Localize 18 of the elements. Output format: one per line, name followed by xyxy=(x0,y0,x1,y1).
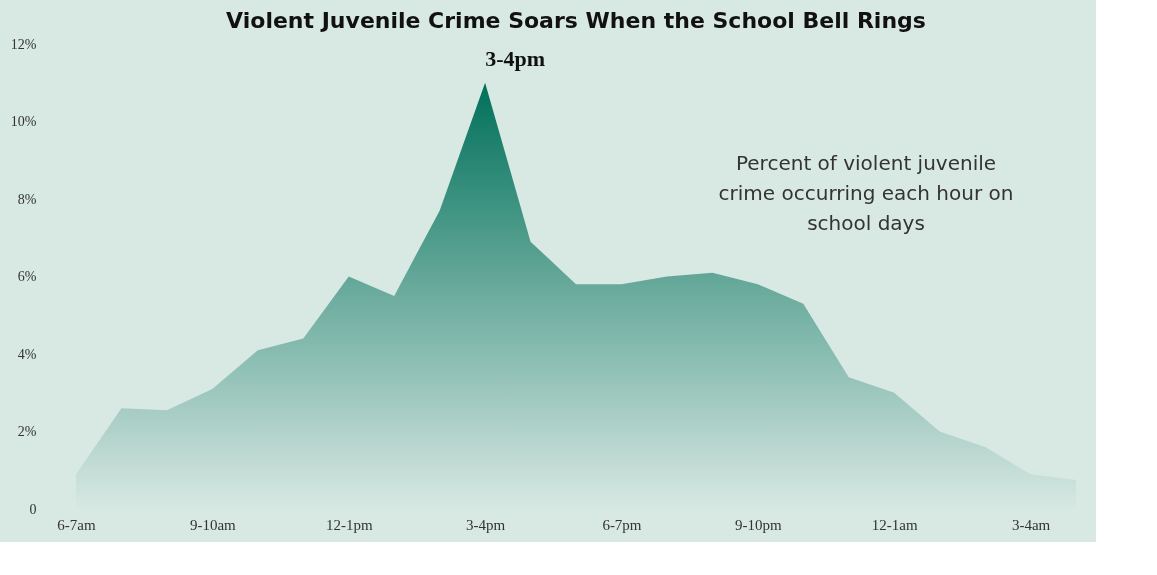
x-tick-label: 9-10am xyxy=(189,516,237,533)
x-tick-label: 12-1pm xyxy=(325,516,373,533)
x-tick-label: 6-7am xyxy=(57,516,96,533)
x-tick-label: 3-4pm xyxy=(466,516,506,533)
y-tick-label: 0 xyxy=(29,501,37,517)
annotation: 3-4pm xyxy=(485,45,546,71)
y-tick-label: 8% xyxy=(17,191,37,207)
annotation: Percent of violent juvenile crime occurring each hour on school days xyxy=(718,151,1014,235)
x-tick-label: 6-7pm xyxy=(602,516,642,533)
x-tick-label: 3-4am xyxy=(1011,516,1051,533)
y-tick-label: 6% xyxy=(17,269,37,284)
y-tick-label: 4% xyxy=(17,346,37,362)
x-tick-label: 9-10pm xyxy=(734,516,782,533)
x-tick-label: 12-1am xyxy=(871,516,918,533)
chart-title: Violent Juvenile Crime Soars When the School Bell Rings xyxy=(226,8,926,33)
y-tick-label: 10% xyxy=(10,114,37,129)
y-tick-label: 12% xyxy=(10,36,37,52)
y-tick-label: 2% xyxy=(17,424,37,439)
